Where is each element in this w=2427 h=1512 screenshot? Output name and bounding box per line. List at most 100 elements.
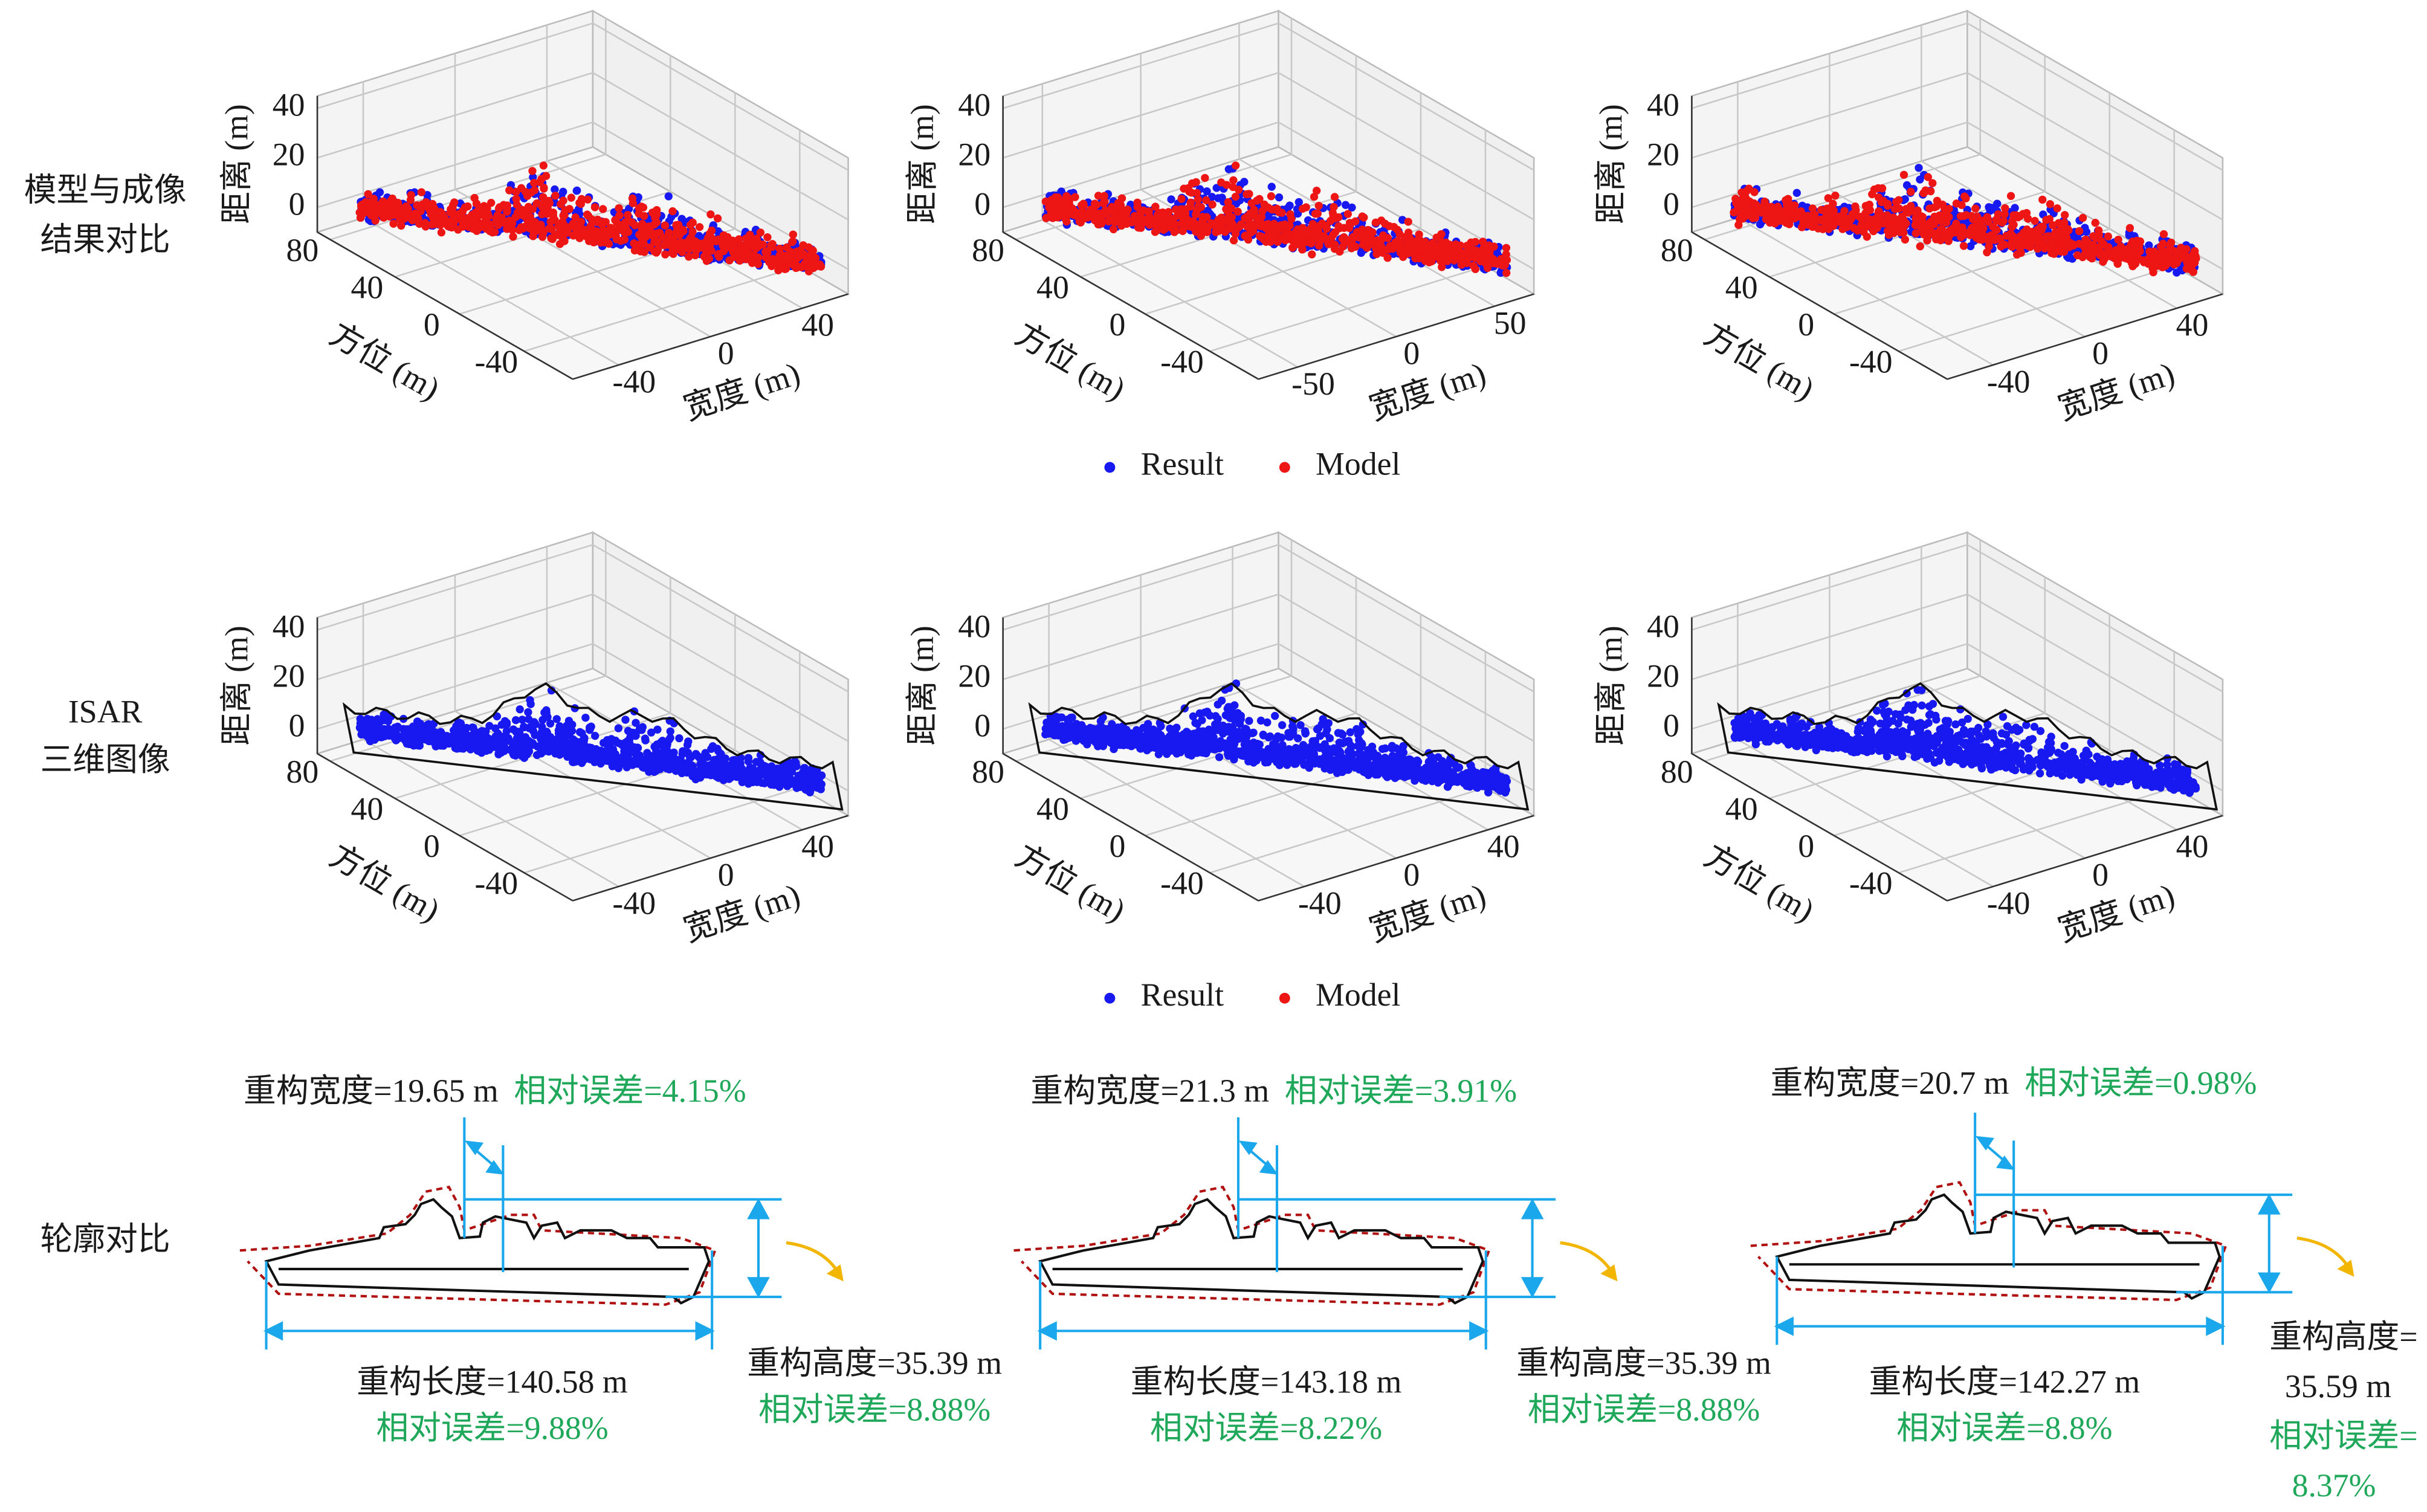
scatter-point [2091, 219, 2099, 227]
scatter-point [2011, 204, 2019, 212]
scatter-point [1203, 187, 1211, 196]
scatter-point [707, 247, 716, 255]
scatter-point [1233, 207, 1242, 216]
scatter-point [1859, 221, 1868, 229]
contour-panel [1751, 1113, 2354, 1345]
scatter-point [406, 196, 415, 204]
scatter-point [1945, 226, 1954, 235]
scatter-point [2008, 222, 2016, 231]
scatter-point [640, 212, 648, 221]
scatter-point [1745, 184, 1753, 193]
scatter-point [1308, 236, 1316, 245]
scatter-point [1326, 216, 1335, 225]
scatter-point [1502, 244, 1511, 252]
scatter-point [1383, 253, 1392, 262]
scatter-point [1330, 193, 1339, 201]
scatter-point [1878, 218, 1887, 226]
scatter-point [540, 184, 548, 193]
scatter-point [1852, 206, 1860, 215]
scatter-point [548, 234, 557, 244]
scatter-point [1212, 222, 1220, 230]
scatter-point [685, 253, 693, 261]
scatter-point [464, 214, 473, 222]
scatter-point [2060, 211, 2069, 219]
scatter-point [1351, 217, 1360, 225]
x-tick-label: 0 [1798, 306, 1814, 343]
scatter-point [1104, 217, 1113, 226]
scatter-point [1883, 201, 1892, 210]
scatter-point [1276, 221, 1285, 230]
scatter-point [560, 237, 569, 245]
scatter-point [1310, 193, 1319, 201]
scatter-point [551, 185, 559, 194]
scatter-point [2182, 264, 2191, 273]
scatter-point [2125, 224, 2135, 232]
x-tick-label: 40 [1725, 269, 1758, 305]
scatter-point [804, 267, 813, 276]
scatter-point [1779, 216, 1788, 225]
scatter-point [2157, 256, 2165, 264]
z-tick-label: 0 [289, 186, 305, 222]
scatter-point [1994, 210, 2002, 219]
scatter-point [1884, 230, 1893, 239]
scatter-point [691, 251, 700, 260]
scatter-point [1499, 261, 1507, 270]
scatter-point [1336, 247, 1344, 256]
scatter-point [1318, 219, 1327, 228]
scatter-point [797, 248, 806, 256]
scatter-point [450, 198, 459, 207]
grid-line [1278, 72, 1534, 221]
scatter-point [752, 239, 761, 248]
scatter-point [2057, 222, 2066, 231]
scatter-point [781, 265, 790, 273]
scatter-point [470, 193, 479, 202]
scatter-point [1224, 165, 1233, 173]
scatter-point [1198, 216, 1207, 224]
scatter-point [1117, 217, 1126, 225]
scatter-point [1360, 213, 1368, 222]
scatter-point [1865, 215, 1873, 224]
scatter-point [636, 247, 645, 256]
scatter-point [1923, 233, 1931, 241]
x-tick-label: -40 [474, 865, 518, 902]
scatter-point [1273, 237, 1282, 247]
scatter-point [1300, 231, 1308, 239]
row-label: ISAR [68, 693, 143, 729]
scatter-point [678, 248, 687, 256]
scatter-point [484, 212, 493, 221]
scatter-point [2042, 216, 2051, 224]
scatter-point [1314, 229, 1323, 237]
scatter-point [480, 202, 488, 210]
scatter-point [1873, 224, 1881, 232]
row-label: 三维图像 [40, 741, 170, 778]
scatter-point [1765, 218, 1774, 227]
scatter-point [2097, 237, 2105, 245]
scatter-point [2006, 192, 2015, 200]
scatter-point [1217, 178, 1226, 187]
z-tick-label: 0 [1663, 186, 1679, 222]
scatter-point [1975, 235, 1984, 244]
scatter-point [541, 172, 551, 180]
scatter-point [1868, 190, 1876, 199]
scatter-point [1348, 203, 1356, 212]
scatter-point [1188, 222, 1196, 231]
scatter-point [763, 233, 772, 242]
scatter-point [1916, 242, 1924, 251]
scatter-point [1313, 186, 1321, 195]
scatter-point [684, 748, 693, 757]
x-tick-label: 40 [351, 790, 383, 827]
scatter-point [1178, 212, 1187, 221]
scatter-point [2110, 254, 2119, 263]
scatter-point [1997, 242, 2005, 251]
scatter-point [2046, 200, 2055, 208]
scatter-point [2036, 241, 2044, 250]
scatter-point [1485, 241, 1493, 250]
scatter-point [1391, 238, 1400, 247]
row-label: 结果对比 [40, 221, 170, 257]
grid-line [592, 22, 849, 171]
scatter-point [599, 205, 607, 213]
scatter-point [1876, 210, 1885, 219]
scatter-point [1865, 201, 1874, 209]
axis-line [1258, 293, 1534, 380]
